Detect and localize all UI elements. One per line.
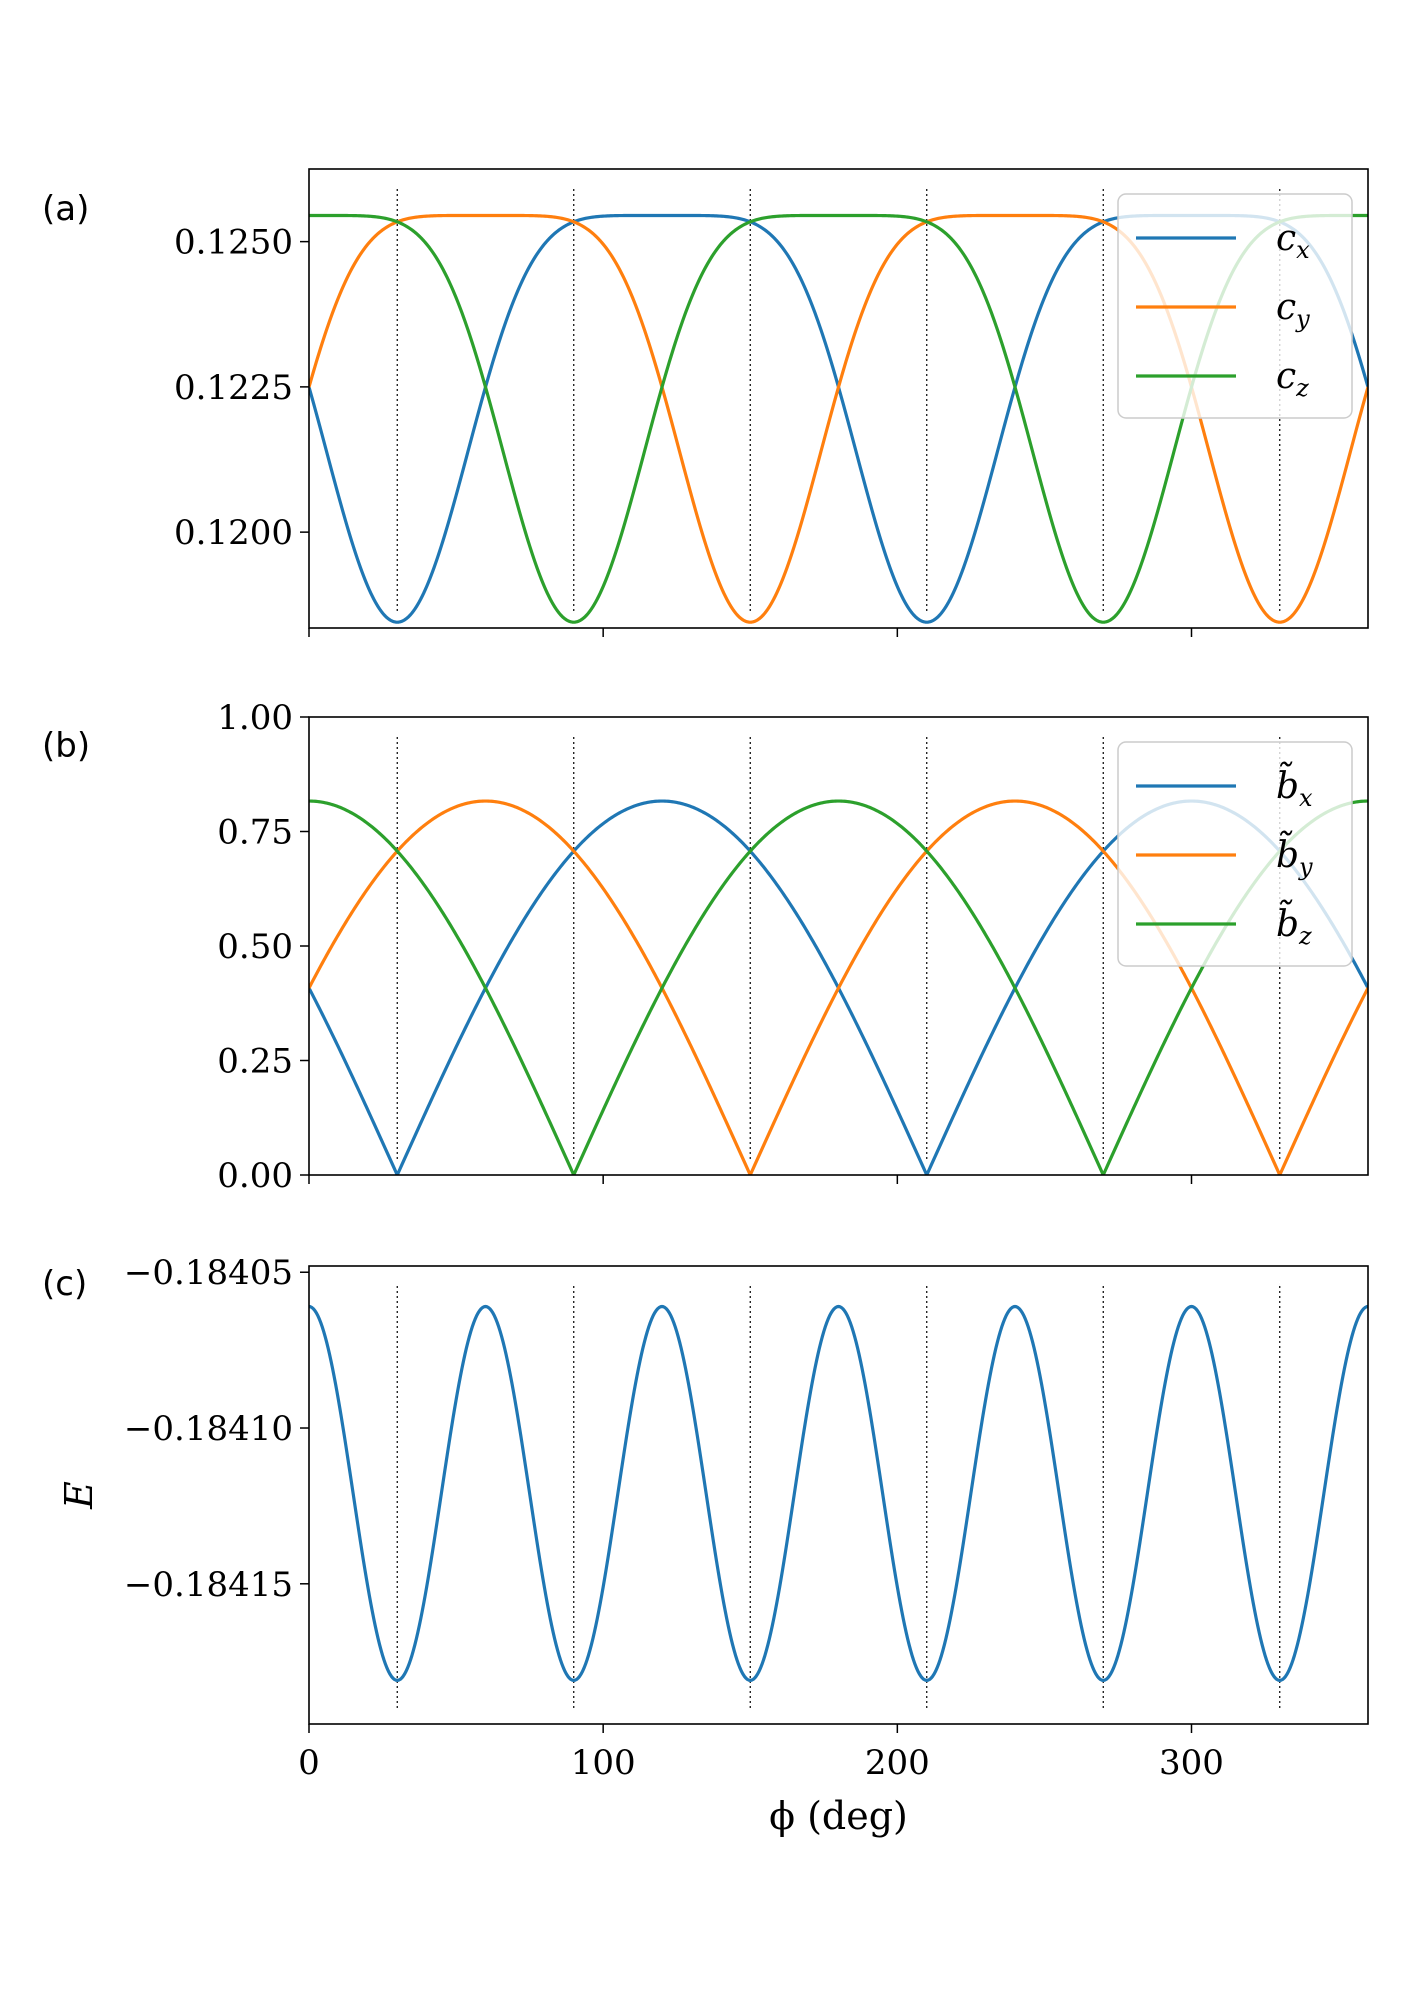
y-tick-label: −0.18410 [124,1409,293,1449]
chart-c: −0.18415 −0.18410 −0.18405 0 100 200 300 ϕ (deg… [57,1253,1369,1838]
y-tick-label: −0.18415 [124,1565,293,1605]
chart-b: 0.00 0.25 0.50 0.75 1.00 b̃x b̃y b̃z [217,698,1369,1196]
y-tick-label: 0.00 [217,1156,293,1196]
series-line-E [309,1304,1368,1682]
x-axis-label: ϕ (deg) [769,1794,908,1838]
series-line-b_z [309,799,1368,1175]
x-tick-label: 100 [571,1743,636,1783]
y-axis-label: E [57,1481,101,1510]
panel-b: (b) [42,726,90,766]
y-tick-label: 0.1225 [174,368,293,408]
y-tick-label: 0.1200 [174,513,293,553]
y-tick-label: 0.75 [217,813,293,853]
x-tick-label: 200 [865,1743,930,1783]
panel-label-c: (c) [42,1264,87,1304]
y-tick-label: 1.00 [217,698,293,738]
y-tick-label: −0.18405 [124,1253,293,1293]
legend-label: b̃y [1276,831,1313,881]
panel-a: (a) [42,189,89,229]
plot-frame [308,168,1369,629]
panel-label-b: (b) [42,726,90,766]
legend-label: cy [1276,287,1310,333]
panel-c: (c) [42,1264,87,1304]
panel-label-a: (a) [42,189,89,229]
y-tick-label: 0.1250 [174,223,293,263]
legend-label: cz [1276,356,1309,402]
plot-frame [308,1265,1369,1725]
y-tick-label: 0.50 [217,927,293,967]
x-tick-label: 0 [298,1743,320,1783]
legend-label: b̃x [1276,762,1313,812]
legend-label: cx [1276,218,1310,264]
x-tick-label: 300 [1159,1743,1224,1783]
y-tick-label: 0.25 [217,1042,293,1082]
chart-a: 0.1200 0.1225 0.1250 cx cy cz [174,168,1369,637]
legend-label: b̃z [1276,900,1312,950]
